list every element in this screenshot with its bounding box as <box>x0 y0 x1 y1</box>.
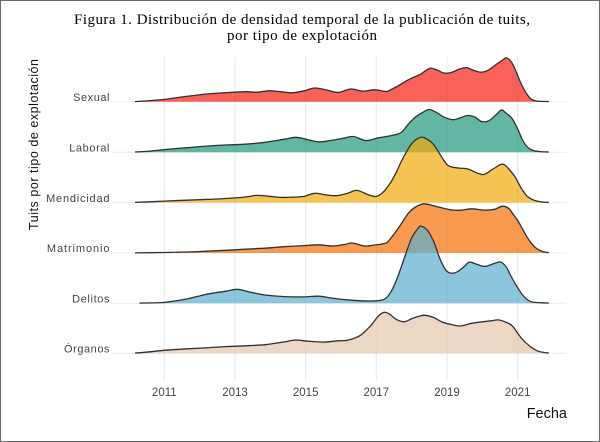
svg-text:Tuits por tipo de explotación: Tuits por tipo de explotación <box>27 59 41 230</box>
svg-text:2021: 2021 <box>505 387 531 399</box>
svg-text:Matrimonio: Matrimonio <box>47 243 110 255</box>
svg-text:Fecha: Fecha <box>527 406 568 422</box>
svg-text:por tipo de explotación: por tipo de explotación <box>227 28 378 44</box>
svg-text:2011: 2011 <box>152 387 177 399</box>
svg-text:2013: 2013 <box>222 387 248 399</box>
svg-text:2019: 2019 <box>434 387 460 399</box>
svg-text:Laboral: Laboral <box>69 143 109 155</box>
svg-text:2017: 2017 <box>364 387 390 399</box>
svg-text:Figura 1. Distribución de dens: Figura 1. Distribución de densidad tempo… <box>74 12 530 28</box>
svg-text:Sexual: Sexual <box>73 92 109 104</box>
svg-text:Delitos: Delitos <box>72 293 110 305</box>
svg-text:2015: 2015 <box>293 387 319 399</box>
svg-text:Mendicidad: Mendicidad <box>46 193 109 205</box>
svg-text:Órganos: Órganos <box>64 343 110 356</box>
